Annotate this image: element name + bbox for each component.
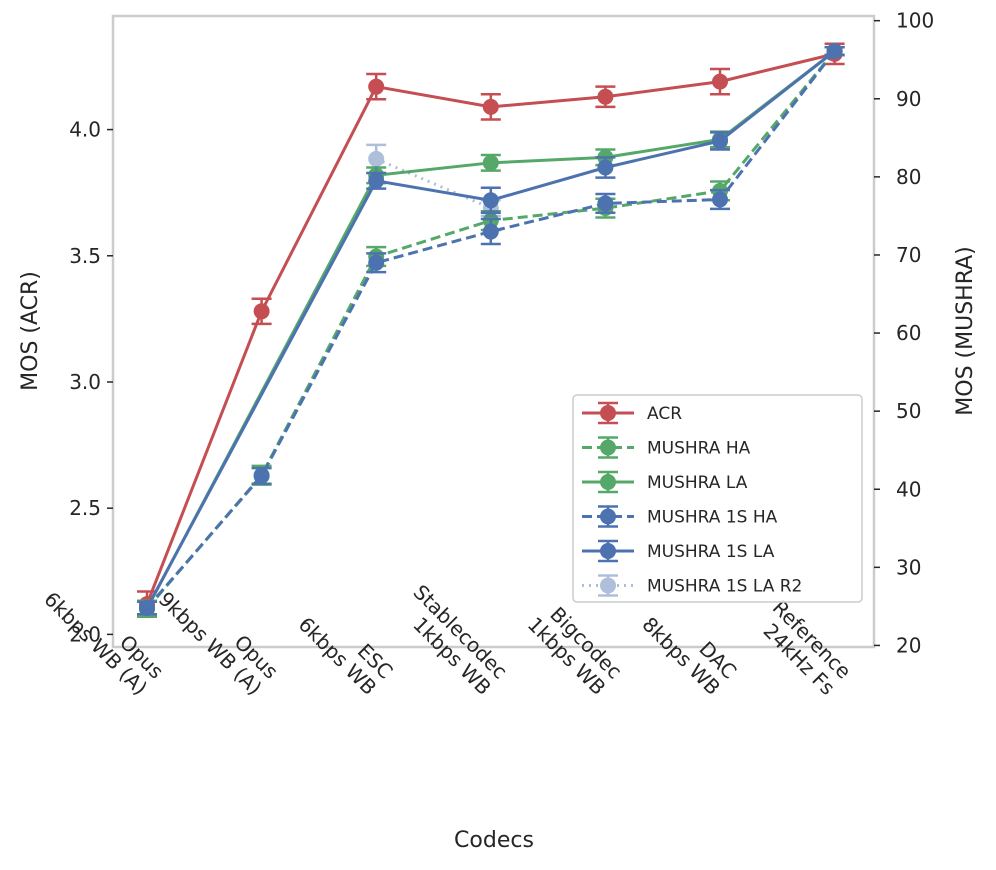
left-tick-label: 2.0	[69, 622, 101, 646]
legend-marker	[600, 439, 616, 456]
series-line	[145, 49, 836, 609]
data-point	[482, 98, 499, 115]
data-point	[482, 223, 499, 240]
left-tick-label: 4.0	[69, 118, 101, 142]
data-point	[597, 88, 614, 105]
series-mushra-1s-la	[137, 43, 845, 616]
x-tick-label: Stablecodec1kbps WB	[392, 580, 512, 700]
data-point	[368, 254, 385, 271]
right-tick-label: 70	[896, 243, 921, 267]
legend-marker	[600, 508, 616, 525]
legend-marker	[600, 543, 616, 559]
legend-item	[582, 574, 634, 597]
data-point	[253, 467, 270, 484]
legend-item	[582, 505, 634, 528]
y-axis-label-right: MOS (MUSHRA)	[953, 246, 978, 415]
data-point	[482, 200, 499, 217]
legend-item	[582, 436, 634, 459]
data-point	[826, 43, 843, 60]
series-mushra-1s-la-r2	[366, 143, 501, 218]
legend-label: ACR	[647, 404, 682, 424]
right-tick-label: 40	[896, 477, 921, 501]
data-point	[712, 191, 728, 208]
legend-marker	[600, 474, 616, 490]
data-point	[482, 192, 499, 209]
right-tick-label: 60	[896, 321, 921, 345]
data-point	[482, 154, 499, 171]
legend-marker	[600, 577, 616, 594]
legend-label: MUSHRA 1S LA R2	[647, 577, 802, 597]
right-tick-label: 80	[896, 165, 921, 189]
legend-item	[582, 539, 634, 563]
data-point	[368, 150, 385, 167]
legend-marker	[600, 405, 616, 421]
data-point	[139, 599, 155, 616]
right-tick-label: 30	[896, 555, 921, 579]
data-point	[712, 73, 728, 90]
left-tick-label: 3.5	[69, 244, 101, 268]
legend-label: MUSHRA LA	[647, 473, 748, 493]
left-tick-label: 2.5	[69, 496, 101, 520]
data-point	[368, 172, 385, 189]
x-tick-label: Opus6kbps WB (A)	[39, 571, 168, 700]
legend-label: MUSHRA HA	[647, 439, 751, 459]
right-tick-label: 50	[896, 399, 921, 423]
right-tick-label: 100	[896, 9, 934, 33]
left-tick-label: 3.0	[69, 370, 101, 394]
legend-item	[582, 401, 634, 425]
plot-frame	[111, 14, 876, 649]
legend-box	[572, 394, 863, 603]
y-axis-label-left: MOS (ACR)	[18, 271, 43, 391]
legend: ACR MUSHRA HA MUSHRA LA MUSHRA 1S HA MUSHRA …	[572, 394, 863, 603]
x-axis-label: Codecs	[454, 828, 534, 853]
legend-label: MUSHRA 1S LA	[647, 542, 775, 562]
data-point	[253, 303, 270, 320]
data-point	[597, 195, 614, 212]
x-tick-label: Opus9kbps WB (A)	[154, 571, 283, 700]
data-point	[712, 132, 728, 149]
right-tick-label: 90	[896, 87, 921, 111]
data-point	[597, 159, 614, 176]
legend-label: MUSHRA 1S HA	[647, 508, 778, 528]
right-tick-label: 20	[896, 633, 921, 657]
legend-item	[582, 470, 634, 494]
data-point	[368, 78, 385, 95]
